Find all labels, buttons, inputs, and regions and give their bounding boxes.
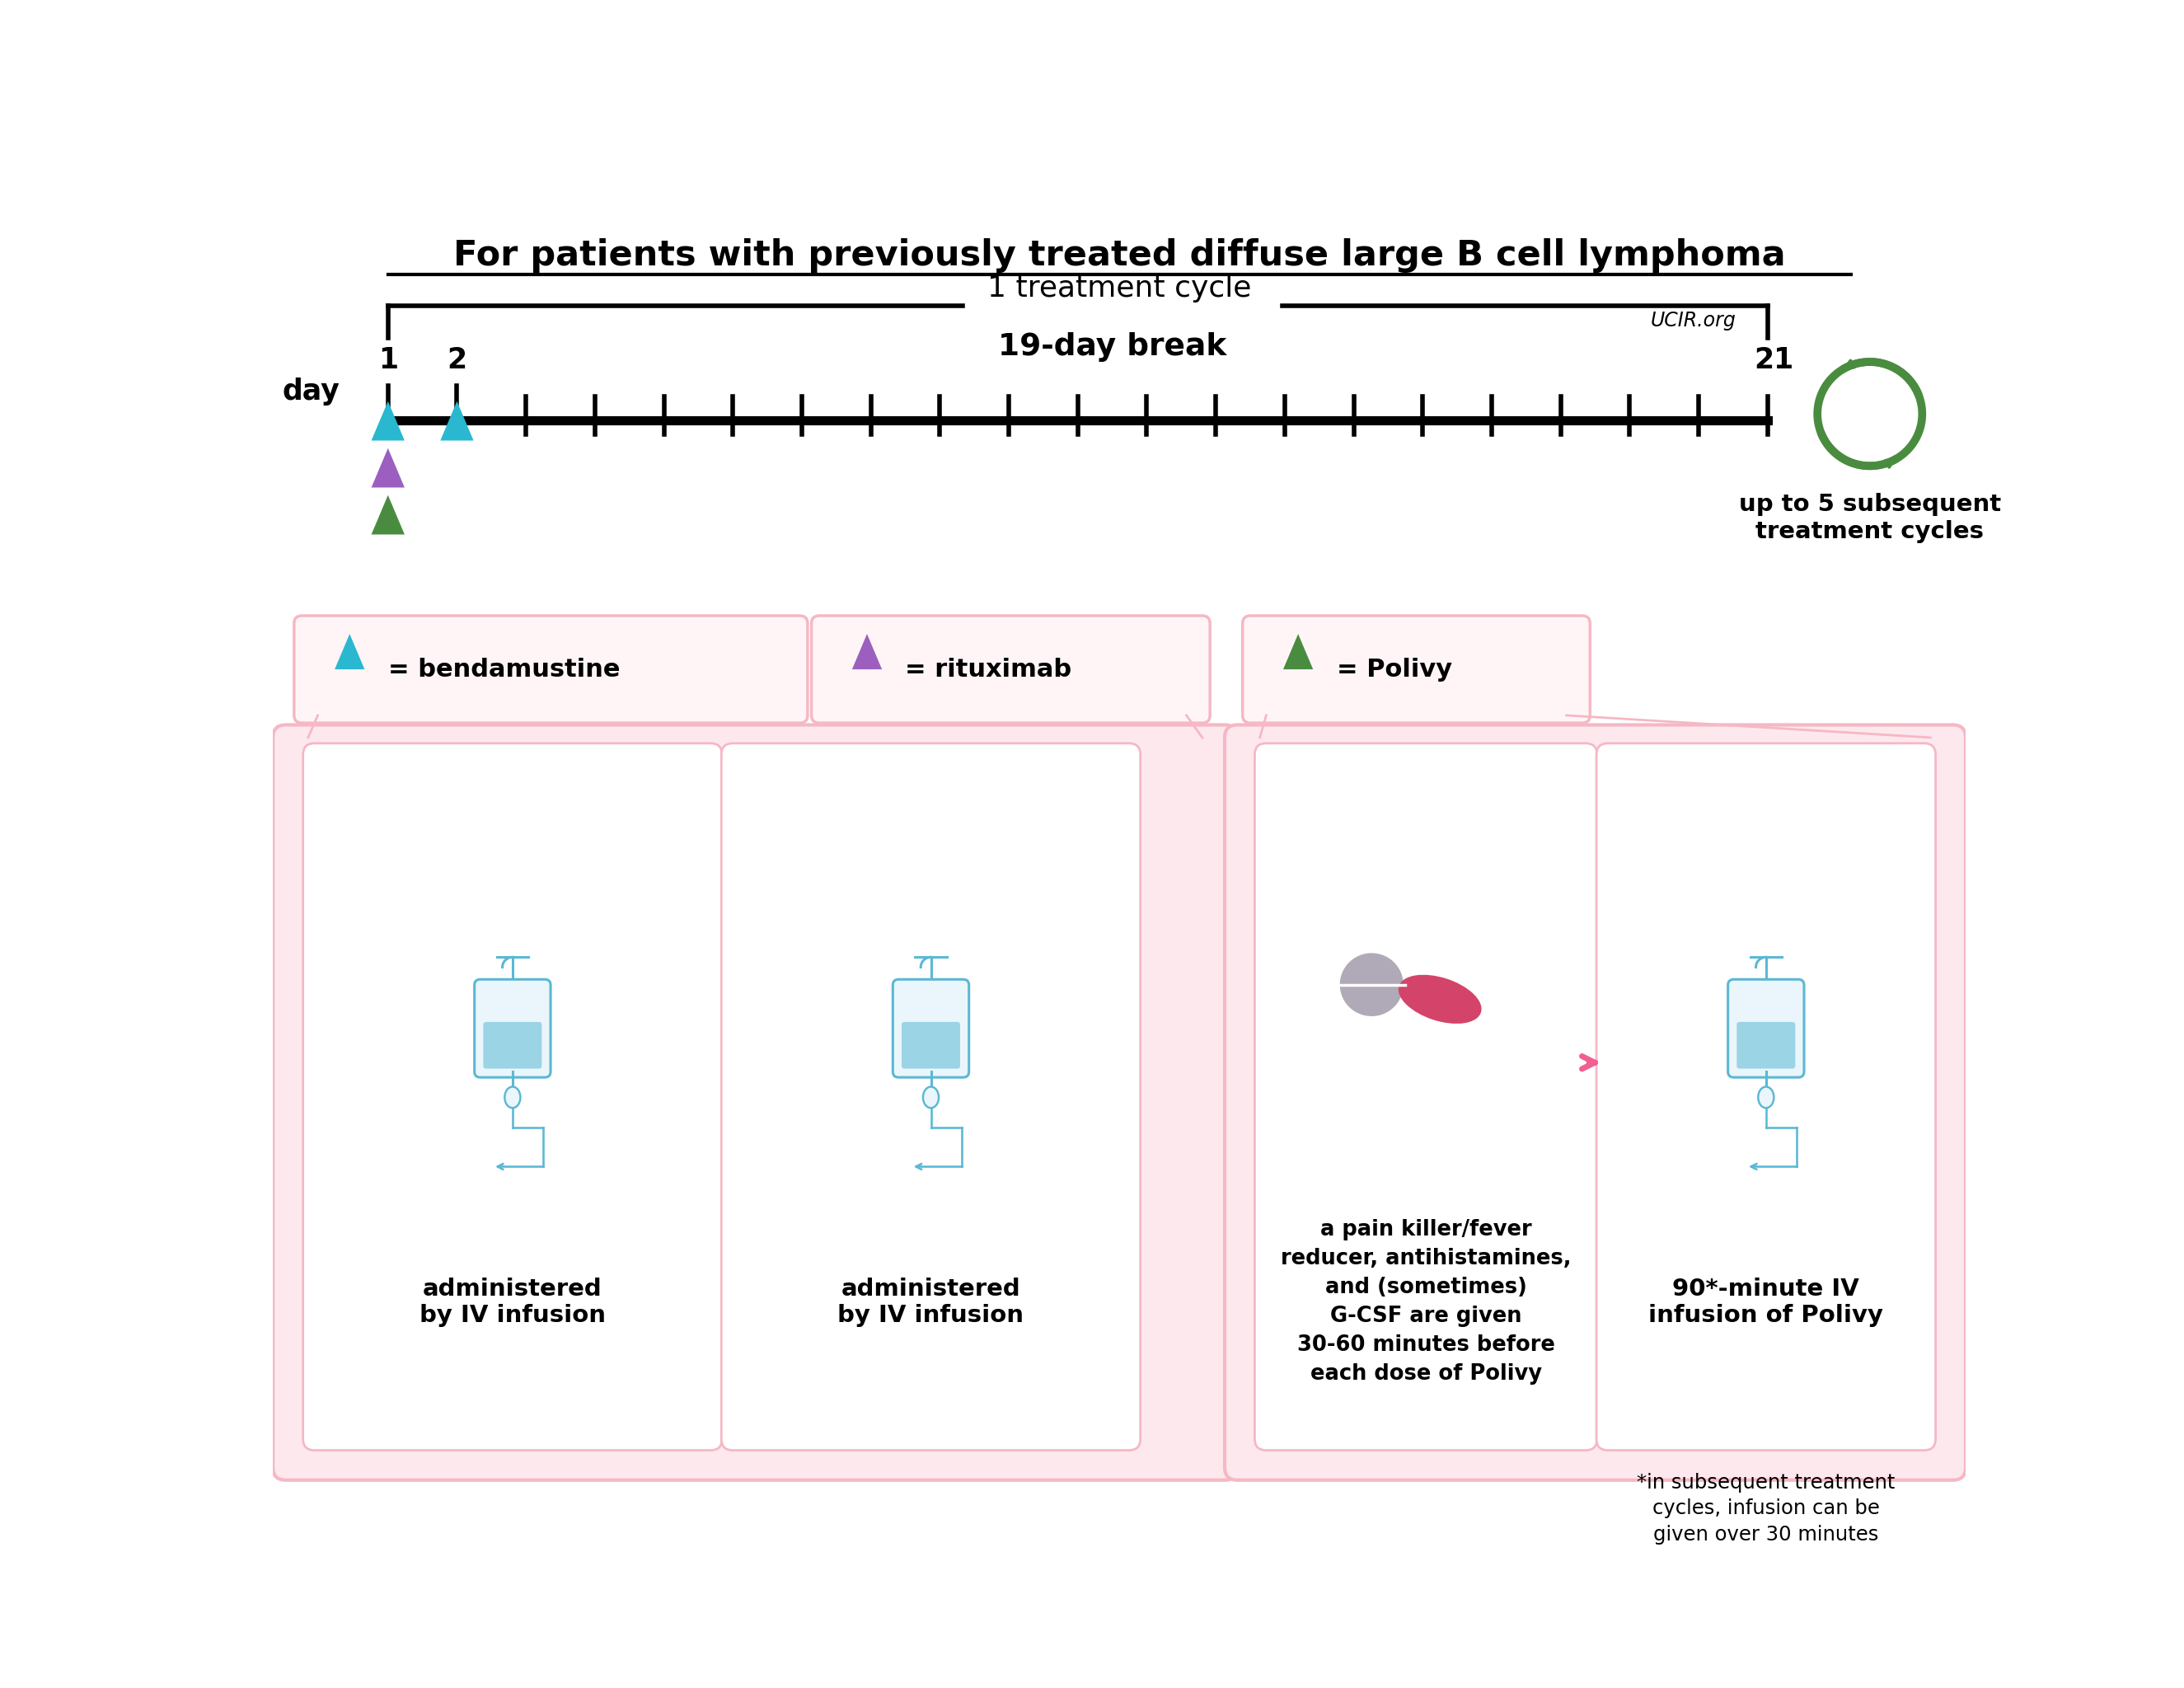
FancyBboxPatch shape [1728,979,1804,1077]
Text: *in subsequent treatment
cycles, infusion can be
given over 30 minutes: *in subsequent treatment cycles, infusio… [1636,1472,1896,1545]
Polygon shape [852,635,882,670]
Text: 19-day break: 19-day break [998,333,1227,361]
Polygon shape [334,635,365,670]
Ellipse shape [505,1087,520,1107]
Ellipse shape [924,1087,939,1107]
Ellipse shape [1398,974,1481,1023]
Text: = rituximab: = rituximab [906,657,1072,682]
FancyBboxPatch shape [721,743,1140,1450]
FancyBboxPatch shape [304,743,723,1450]
Ellipse shape [1758,1087,1773,1107]
Text: up to 5 subsequent
treatment cycles: up to 5 subsequent treatment cycles [1738,493,2001,544]
FancyBboxPatch shape [1243,616,1590,722]
Polygon shape [371,402,404,441]
Text: day: day [282,378,341,405]
Text: 21: 21 [1754,346,1793,375]
FancyBboxPatch shape [902,1021,961,1069]
Text: a pain killer/fever
reducer, antihistamines,
and (sometimes)
G-CSF are given
30-: a pain killer/fever reducer, antihistami… [1280,1219,1570,1384]
FancyBboxPatch shape [483,1021,542,1069]
FancyBboxPatch shape [1225,724,1966,1480]
Text: For patients with previously treated diffuse large B cell lymphoma: For patients with previously treated dif… [452,238,1787,272]
Polygon shape [1284,635,1313,670]
Polygon shape [441,402,474,441]
Polygon shape [371,449,404,488]
FancyBboxPatch shape [893,979,970,1077]
Text: = Polivy: = Polivy [1337,657,1452,682]
FancyBboxPatch shape [1597,743,1935,1450]
Text: administered
by IV infusion: administered by IV infusion [419,1278,605,1327]
Text: UCIR.org: UCIR.org [1651,311,1736,331]
Text: 1: 1 [378,346,397,375]
Text: administered
by IV infusion: administered by IV infusion [839,1278,1024,1327]
FancyBboxPatch shape [1254,743,1597,1450]
Text: 2: 2 [448,346,467,375]
Circle shape [1339,952,1404,1018]
FancyBboxPatch shape [295,616,808,722]
FancyBboxPatch shape [273,724,1238,1480]
FancyBboxPatch shape [812,616,1210,722]
Text: = bendamustine: = bendamustine [389,657,620,682]
FancyBboxPatch shape [1736,1021,1795,1069]
Polygon shape [371,495,404,535]
FancyBboxPatch shape [474,979,550,1077]
Text: 90*-minute IV
infusion of Polivy: 90*-minute IV infusion of Polivy [1649,1278,1883,1327]
Text: 1 treatment cycle: 1 treatment cycle [987,275,1251,302]
